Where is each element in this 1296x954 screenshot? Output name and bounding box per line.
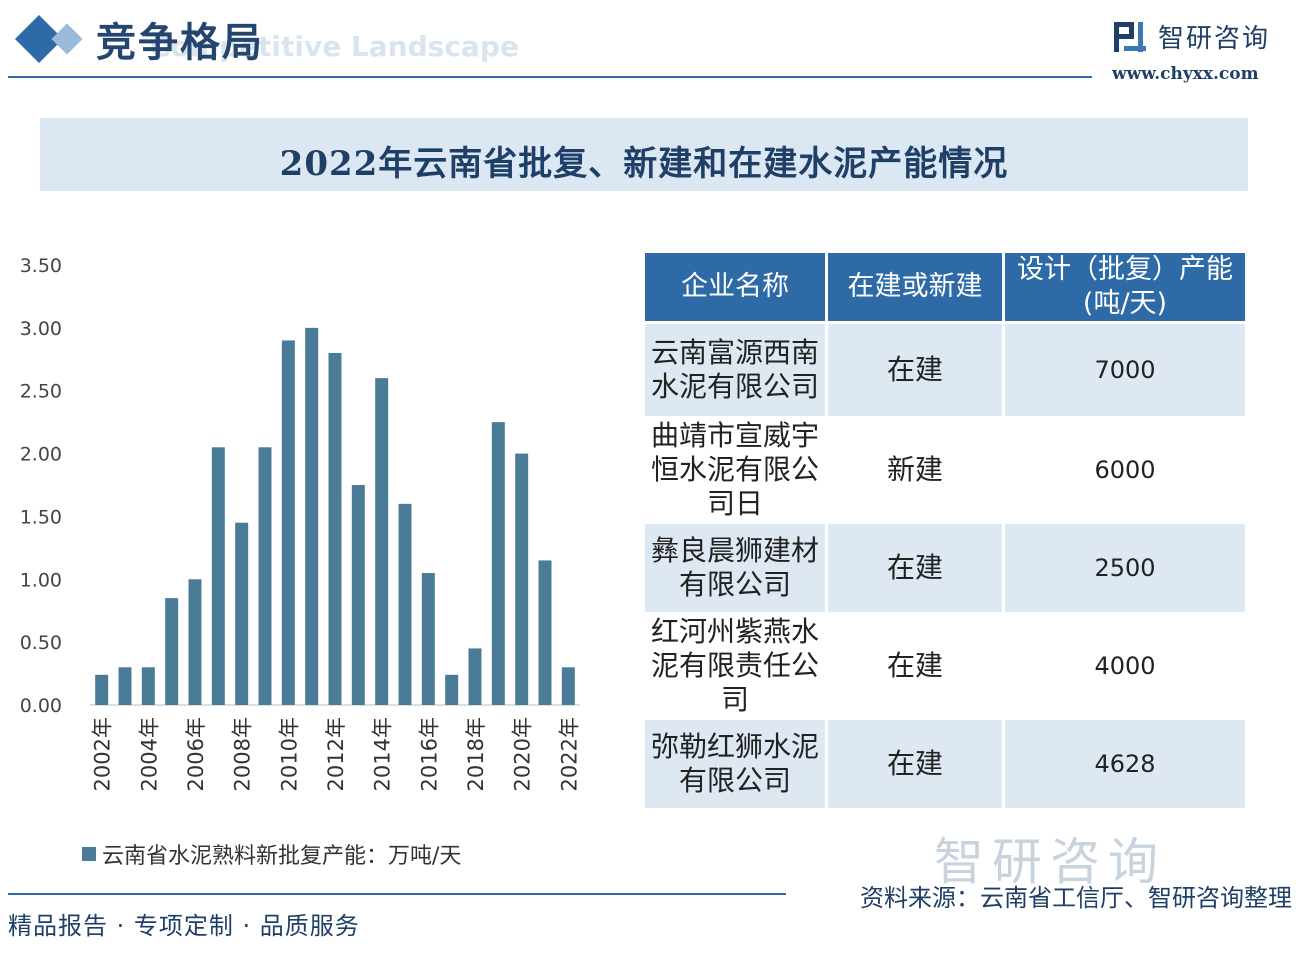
bar-2020年: [515, 453, 529, 705]
bar-2015年: [398, 503, 412, 705]
x-tick-label: 2006年: [184, 717, 208, 791]
x-tick-label: 2010年: [277, 717, 301, 791]
footer-slogan: 精品报告 · 专项定制 · 品质服务: [8, 912, 360, 940]
y-tick-label: 1.50: [20, 506, 62, 528]
chart-title-bar: 2022年云南省批复、新建和在建水泥产能情况: [40, 118, 1248, 191]
x-tick-label: 2022年: [557, 717, 581, 791]
table-header-capacity: 设计（批复）产能 (吨/天): [1005, 253, 1245, 321]
table-cell-company: 弥勒红狮水泥 有限公司: [645, 720, 825, 808]
x-tick-label: 2016年: [417, 717, 441, 791]
watermark-brand: 智研咨询: [934, 833, 1166, 891]
bar-2012年: [328, 353, 342, 705]
bar-2022年: [561, 667, 575, 705]
logo-icon: [1114, 22, 1146, 52]
bar-2019年: [491, 422, 505, 705]
table-cell-capacity: 4628: [1005, 720, 1245, 808]
legend-swatch: [82, 847, 96, 861]
bar-2021年: [538, 560, 552, 705]
x-tick-label: 2008年: [231, 717, 255, 791]
table-cell-status: 在建: [828, 615, 1002, 717]
table-cell-capacity: 4000: [1005, 615, 1245, 717]
y-tick-label: 0.00: [20, 695, 62, 717]
bar-2002年: [95, 674, 109, 705]
header-divider: [8, 76, 1092, 78]
bar-2008年: [235, 522, 249, 705]
bar-chart: 0.00 0.50 1.00 1.50 2.00 2.50 3.00 3.50 2002年 200…: [20, 255, 582, 791]
table-cell-company: 红河州紫燕水 泥有限责任公司: [645, 615, 825, 717]
table-cell-capacity: 2500: [1005, 524, 1245, 612]
table-cell-company: 曲靖市宣威宇 恒水泥有限公 司日: [645, 419, 825, 521]
bar-2003年: [118, 667, 132, 705]
bar-2006年: [188, 579, 202, 705]
logo-url: www.chyxx.com: [1112, 64, 1259, 84]
footer-divider: [8, 893, 786, 895]
bar-2017年: [445, 674, 459, 705]
table-cell-status: 新建: [828, 419, 1002, 521]
header: Competitive Landscape 竞争格局 智研咨询 www.chyx…: [0, 0, 1296, 85]
legend-label: 云南省水泥熟料新批复产能：万吨/天: [102, 844, 462, 869]
bar-2013年: [351, 485, 365, 705]
chart-title: 2022年云南省批复、新建和在建水泥产能情况: [279, 144, 1009, 184]
table-cell-capacity: 6000: [1005, 419, 1245, 521]
capacity-table: 企业名称 在建或新建 设计（批复）产能 (吨/天) 云南富源西南 水泥有限公司 在建…: [645, 253, 1245, 808]
bar-2010年: [281, 340, 295, 705]
y-tick-label: 3.50: [20, 255, 62, 277]
x-tick-label: 2002年: [91, 717, 115, 791]
brand-logo: 智研咨询 www.chyxx.com: [1112, 18, 1268, 88]
x-tick-label: 2004年: [137, 717, 161, 791]
diamond-accent-icon: [51, 23, 83, 55]
x-tick-label: 2014年: [371, 717, 395, 791]
bar-2009年: [258, 447, 272, 705]
x-tick-label: 2020年: [511, 717, 535, 791]
table-cell-capacity: 7000: [1005, 324, 1245, 416]
chart-legend: 云南省水泥熟料新批复产能：万吨/天: [82, 838, 461, 870]
table-cell-company: 云南富源西南 水泥有限公司: [645, 324, 825, 416]
x-tick-label: 2012年: [324, 717, 348, 791]
table-cell-company: 彝良晨狮建材 有限公司: [645, 524, 825, 612]
data-source: 资料来源：云南省工信厅、智研咨询整理: [860, 884, 1292, 912]
table-header-status: 在建或新建: [828, 253, 1002, 321]
section-title: 竞争格局: [96, 20, 264, 66]
bar-2007年: [211, 447, 225, 705]
y-tick-label: 3.00: [20, 318, 62, 340]
y-tick-label: 2.00: [20, 444, 62, 466]
table-cell-status: 在建: [828, 324, 1002, 416]
bar-2004年: [141, 667, 155, 705]
x-tick-label: 2018年: [464, 717, 488, 791]
y-tick-label: 2.50: [20, 381, 62, 403]
table-cell-status: 在建: [828, 524, 1002, 612]
bar-2018年: [468, 648, 482, 705]
y-tick-label: 0.50: [20, 632, 62, 654]
y-tick-label: 1.00: [20, 569, 62, 591]
logo-name: 智研咨询: [1158, 24, 1271, 54]
bar-2016年: [421, 573, 435, 705]
table-cell-status: 在建: [828, 720, 1002, 808]
table-header-company: 企业名称: [645, 253, 825, 321]
bar-2005年: [165, 598, 179, 705]
bar-2014年: [375, 378, 389, 705]
bar-2011年: [305, 327, 319, 705]
